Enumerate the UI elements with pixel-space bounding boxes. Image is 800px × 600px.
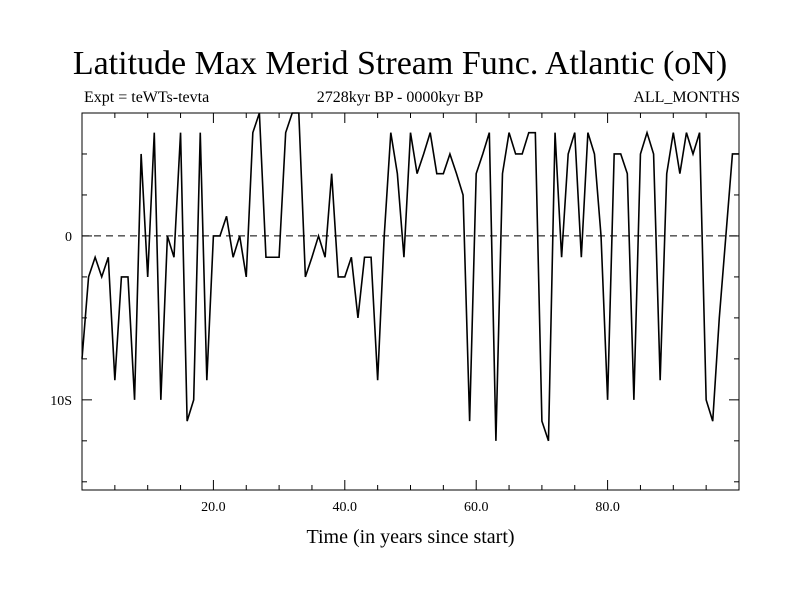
chart-title: Latitude Max Merid Stream Func. Atlantic… — [72, 45, 728, 82]
time-range-label: 2728kyr BP - 0000kyr BP — [316, 89, 484, 106]
x-tick-label: 60.0 — [464, 500, 489, 515]
x-tick-label: 20.0 — [201, 500, 226, 515]
series-line — [81, 112, 739, 442]
x-tick-label: 80.0 — [595, 500, 620, 515]
y-tick-label: 0 — [65, 230, 72, 245]
y-tick-label: 10S — [50, 394, 72, 409]
x-axis-label: Time (in years since start) — [306, 526, 514, 548]
months-label: ALL_MONTHS — [633, 89, 740, 106]
x-tick-label: 40.0 — [333, 500, 358, 515]
experiment-label: Expt = teWTs-tevta — [84, 89, 210, 106]
